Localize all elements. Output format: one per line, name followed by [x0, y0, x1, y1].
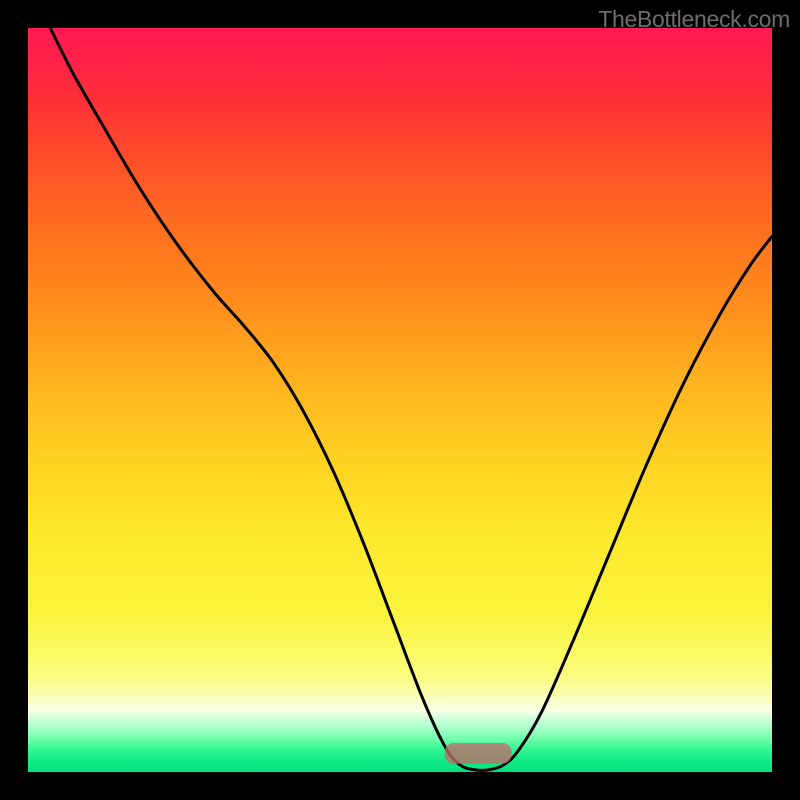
gradient-background — [28, 28, 772, 772]
chart-container: TheBottleneck.com — [0, 0, 800, 800]
optimal-marker — [445, 743, 512, 764]
plot-area — [28, 28, 772, 772]
bottleneck-curve-chart — [28, 28, 772, 772]
